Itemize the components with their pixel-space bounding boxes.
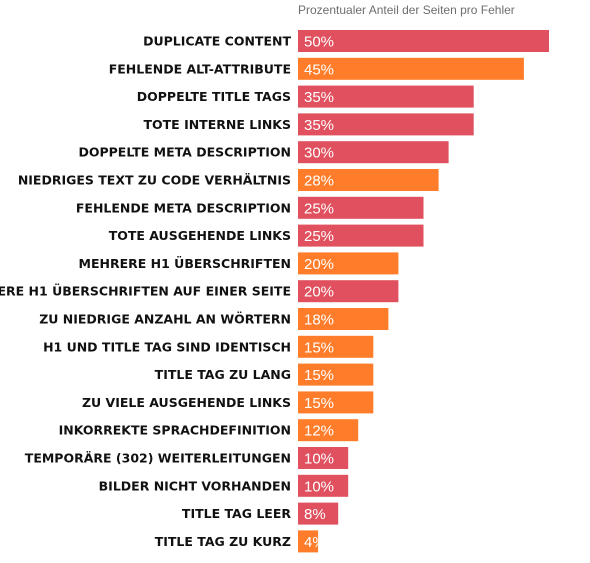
category-label: Tote interne Links — [144, 117, 292, 132]
category-label: Zu viele ausgehende Links — [82, 395, 291, 410]
category-label: Fehlende Alt-Attribute — [109, 61, 291, 76]
value-label: 8% — [304, 506, 326, 523]
value-label: 28% — [304, 173, 334, 190]
value-label: 20% — [304, 256, 334, 273]
category-label: Tote ausgehende Links — [109, 228, 291, 243]
bar — [298, 169, 439, 191]
value-label: 25% — [304, 228, 334, 245]
bar — [298, 85, 474, 108]
bar — [298, 363, 374, 386]
bar — [298, 280, 399, 303]
value-labels: 50% 45% 35% 35% 30% 28% 25% 25% 20% 20% 18% 15% 15% 1… — [304, 34, 334, 551]
bar — [298, 141, 449, 164]
category-label: Mehrere H1 Überschriften auf einer Seite — [0, 284, 291, 299]
bar — [298, 252, 399, 275]
value-label: 15% — [304, 367, 334, 384]
value-label: 25% — [304, 200, 334, 217]
value-label: 18% — [304, 312, 334, 329]
category-label: Inkorrekte Sprachdefinition — [59, 423, 291, 438]
value-label: 35% — [304, 89, 334, 106]
bar — [298, 224, 424, 247]
value-label: 35% — [304, 117, 334, 134]
chart-title: Prozentualer Anteil der Seiten pro Fehle… — [298, 3, 515, 17]
category-label: Duplicate Content — [143, 34, 291, 49]
bar — [298, 57, 524, 80]
category-label: Mehrere H1 Überschriften — [79, 256, 291, 271]
bar — [298, 30, 549, 52]
category-label: Title Tag zu kurz — [155, 534, 291, 549]
bar — [298, 308, 389, 330]
bar — [298, 113, 474, 136]
bar — [298, 530, 319, 553]
category-label: Bilder nicht vorhanden — [99, 478, 291, 493]
bar — [298, 474, 349, 497]
category-label: Doppelte Meta Description — [78, 145, 291, 160]
category-label: Title Tag zu lang — [155, 367, 291, 382]
value-label: 12% — [304, 423, 334, 440]
category-label: H1 und Title Tag sind identisch — [43, 339, 291, 354]
value-label: 4% — [304, 534, 326, 551]
category-labels: Duplicate Content Fehlende Alt-Attribute D… — [0, 34, 291, 549]
category-label: Fehlende Meta Description — [76, 200, 291, 215]
bar — [298, 335, 374, 358]
value-label: 30% — [304, 145, 334, 162]
value-label: 45% — [304, 61, 334, 78]
bar — [298, 447, 349, 469]
bar — [298, 196, 424, 219]
bar — [298, 391, 374, 414]
category-label: Title Tag leer — [182, 506, 291, 521]
category-label: Zu niedrige Anzahl an Wörtern — [39, 312, 291, 327]
value-label: 10% — [304, 478, 334, 495]
bar — [298, 419, 359, 442]
value-label: 20% — [304, 284, 334, 301]
category-label: Niedriges Text zu Code Verhältnis — [18, 173, 291, 188]
category-label: Temporäre (302) Weiterleitungen — [25, 451, 291, 466]
value-label: 10% — [304, 451, 334, 468]
value-label: 15% — [304, 395, 334, 412]
bars-layer — [298, 30, 549, 553]
value-label: 50% — [304, 34, 334, 51]
bar — [298, 502, 339, 525]
value-label: 15% — [304, 339, 334, 356]
category-label: Doppelte Title Tags — [137, 89, 291, 104]
